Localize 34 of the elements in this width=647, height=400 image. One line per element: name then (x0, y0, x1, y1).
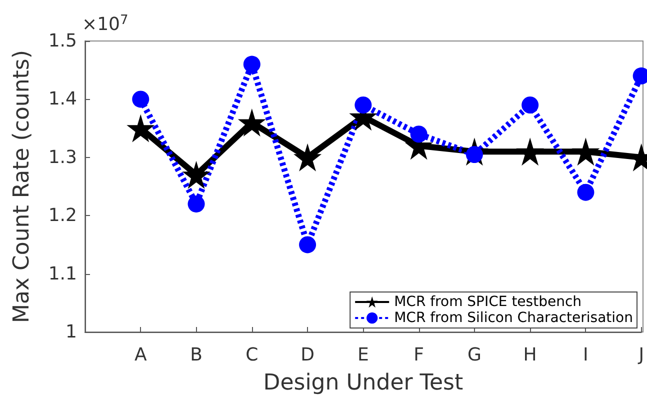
point (182, 160, 210, 189)
x-tick-label: G (467, 344, 482, 366)
x-tick-label: B (190, 344, 202, 366)
x-tick-label: E (357, 344, 369, 366)
x-tick-label: J (638, 344, 644, 366)
x-tick-label: H (523, 344, 537, 366)
y-tick-label: 1.1 (48, 263, 77, 284)
y-tick-label: 1.5 (48, 30, 77, 52)
point (522, 96, 539, 114)
x-tick-label: D (300, 344, 314, 366)
x-axis-title: Design Under Test (263, 370, 464, 396)
point (577, 184, 594, 201)
point (243, 56, 260, 73)
point (354, 96, 372, 114)
point (132, 90, 150, 108)
x-tick-label: A (134, 344, 148, 366)
point (126, 114, 155, 142)
point (410, 126, 428, 143)
y-axis-title: Max Count Rate (counts) (10, 50, 34, 323)
point (294, 143, 322, 172)
legend-label: MCR from SPICE testbench (394, 294, 582, 310)
y-tick-label: 1.4 (48, 88, 77, 110)
x-tick-label: I (583, 344, 588, 366)
y-tick-label: 1.2 (48, 205, 77, 226)
x-tick-label: F (414, 344, 424, 366)
y-tick-label: 1.3 (48, 146, 77, 168)
y-tick-label: 1 (66, 322, 77, 342)
point (516, 138, 544, 166)
point (572, 138, 600, 166)
point (188, 195, 205, 212)
point (238, 108, 266, 136)
x-tick-label: C (246, 344, 258, 366)
point (299, 236, 316, 254)
legend-label: MCR from Silicon Characterisation (394, 310, 634, 326)
